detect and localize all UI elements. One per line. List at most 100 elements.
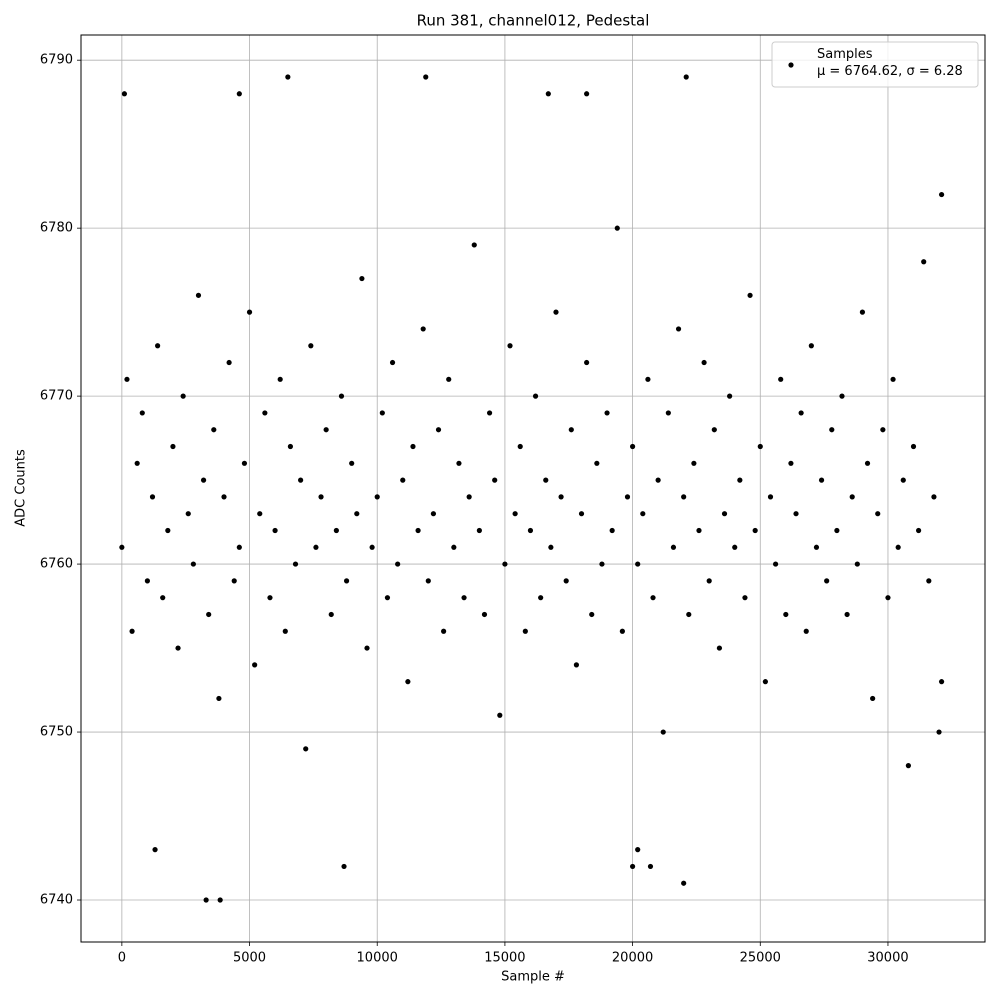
point xyxy=(670,544,677,550)
point xyxy=(793,511,799,517)
point xyxy=(788,460,794,466)
point xyxy=(864,460,871,466)
point xyxy=(285,74,291,80)
point xyxy=(384,595,391,601)
point xyxy=(599,561,605,567)
point xyxy=(206,611,212,618)
point xyxy=(706,578,712,584)
point xyxy=(236,544,242,550)
point xyxy=(752,527,758,534)
point xyxy=(742,595,748,601)
point xyxy=(584,91,590,97)
point xyxy=(430,511,437,517)
point xyxy=(650,595,656,601)
point xyxy=(681,880,687,886)
point xyxy=(589,611,595,618)
point xyxy=(624,494,631,500)
point xyxy=(681,494,687,500)
point xyxy=(543,477,549,483)
point xyxy=(415,527,421,534)
point xyxy=(410,443,416,450)
point xyxy=(165,527,171,534)
point xyxy=(545,91,551,97)
point xyxy=(813,544,820,550)
point xyxy=(655,477,661,483)
point xyxy=(619,628,625,634)
point xyxy=(466,494,472,500)
point xyxy=(808,343,814,349)
point xyxy=(231,578,237,584)
point xyxy=(727,393,733,399)
point xyxy=(405,679,411,685)
y-tick-label: 6770 xyxy=(40,389,73,404)
point xyxy=(844,611,850,618)
point xyxy=(287,443,294,450)
legend-box xyxy=(771,41,979,88)
point xyxy=(435,427,442,433)
point xyxy=(532,393,539,399)
point xyxy=(778,376,784,382)
point xyxy=(456,460,462,466)
x-tick-label: 15000 xyxy=(484,951,525,966)
point xyxy=(262,410,268,416)
point xyxy=(323,427,329,433)
y-axis-label: ADC Counts xyxy=(14,449,29,527)
point xyxy=(303,746,309,752)
y-tick-label: 6790 xyxy=(40,53,73,68)
point xyxy=(226,359,232,366)
point xyxy=(236,91,242,97)
point xyxy=(522,628,528,634)
point xyxy=(221,494,227,500)
point xyxy=(629,863,636,870)
point xyxy=(119,544,125,550)
point xyxy=(568,427,574,433)
point xyxy=(558,494,564,500)
x-tick-label: 25000 xyxy=(740,951,781,966)
point xyxy=(783,611,789,618)
legend-marker xyxy=(788,62,794,68)
point xyxy=(308,343,314,349)
point xyxy=(517,443,523,450)
point xyxy=(364,645,370,651)
point xyxy=(675,326,682,332)
legend-line: Samples xyxy=(817,47,873,62)
point xyxy=(200,477,207,483)
point xyxy=(149,494,156,500)
point xyxy=(875,511,881,517)
point xyxy=(423,74,429,80)
point xyxy=(257,511,263,517)
point xyxy=(553,309,559,315)
point xyxy=(538,595,544,601)
point xyxy=(614,225,620,231)
point xyxy=(343,578,350,584)
point xyxy=(121,91,128,97)
point xyxy=(241,460,248,466)
point xyxy=(916,527,922,534)
point xyxy=(818,477,825,483)
point xyxy=(129,628,135,634)
x-tick-label: 30000 xyxy=(867,951,908,966)
point xyxy=(124,376,130,382)
point xyxy=(737,477,743,483)
point xyxy=(374,494,380,500)
point xyxy=(767,494,774,500)
plot-frame xyxy=(80,34,986,943)
point xyxy=(180,393,186,399)
point xyxy=(512,511,518,517)
point xyxy=(563,578,569,584)
point xyxy=(203,897,209,903)
legend-line: μ = 6764.62, σ = 6.28 xyxy=(817,64,963,79)
point xyxy=(338,393,345,399)
point xyxy=(885,595,891,601)
point xyxy=(328,611,334,618)
point xyxy=(647,863,654,870)
point xyxy=(277,376,283,382)
point xyxy=(849,494,855,500)
point xyxy=(461,595,467,601)
point xyxy=(594,460,600,466)
point xyxy=(216,695,222,702)
point xyxy=(354,511,360,517)
point xyxy=(711,427,717,433)
point xyxy=(369,544,375,550)
point xyxy=(272,527,278,534)
